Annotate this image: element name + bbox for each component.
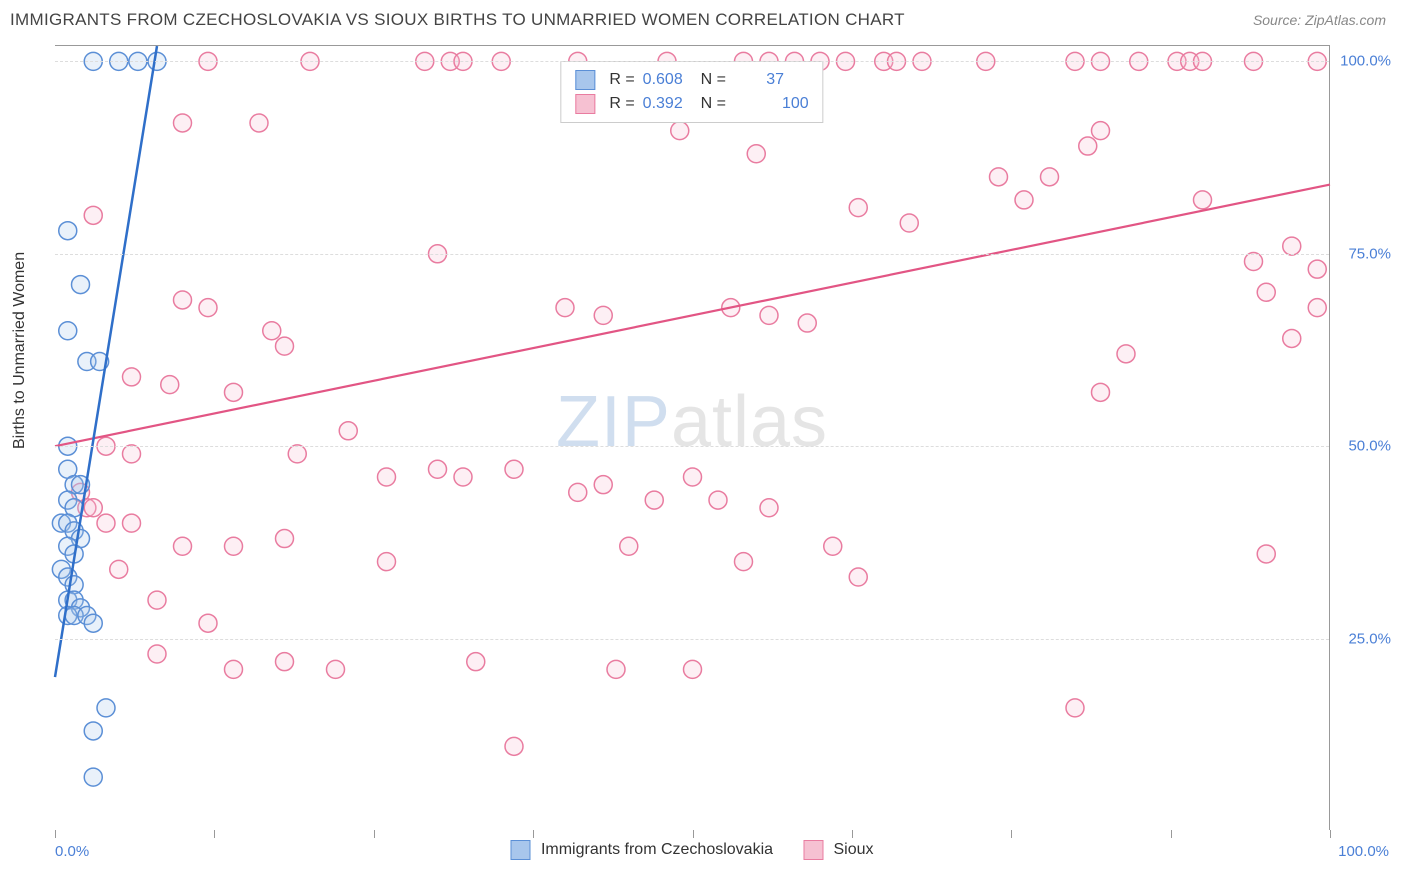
source-name: ZipAtlas.com — [1305, 12, 1386, 28]
r-value-pink: 0.392 — [643, 92, 693, 116]
legend-swatch-blue — [510, 840, 530, 860]
y-tick-label: 75.0% — [1348, 245, 1391, 262]
n-value-blue: 37 — [734, 68, 784, 92]
legend-swatch-pink — [575, 94, 595, 114]
y-axis-label: Births to Unmarried Women — [11, 252, 29, 449]
n-label: N = — [701, 68, 726, 92]
x-tick — [214, 830, 215, 838]
y-tick-label: 50.0% — [1348, 438, 1391, 455]
correlation-legend-row-pink: R = 0.392 N = 100 — [575, 92, 808, 116]
series-label-blue: Immigrants from Czechoslovakia — [541, 841, 773, 858]
r-value-blue: 0.608 — [643, 68, 693, 92]
x-tick — [1171, 830, 1172, 838]
y-tick-label: 100.0% — [1340, 53, 1391, 70]
chart-title: IMMIGRANTS FROM CZECHOSLOVAKIA VS SIOUX … — [10, 10, 905, 30]
x-tick — [374, 830, 375, 838]
source-prefix: Source: — [1253, 12, 1305, 28]
x-tick — [852, 830, 853, 838]
n-label: N = — [701, 92, 751, 116]
r-label: R = — [609, 68, 634, 92]
x-tick — [693, 830, 694, 838]
chart-plot-area: ZIPatlas R = 0.608 N = 37 R = 0.392 N = … — [55, 45, 1330, 830]
n-value-pink: 100 — [759, 92, 809, 116]
series-legend: Immigrants from Czechoslovakia Sioux — [510, 840, 873, 860]
r-label: R = — [609, 92, 634, 116]
scatter-svg — [55, 46, 1329, 830]
series-label-pink: Sioux — [833, 841, 873, 858]
legend-swatch-blue — [575, 70, 595, 90]
gridline — [55, 254, 1329, 255]
gridline — [55, 446, 1329, 447]
gridline — [55, 61, 1329, 62]
x-tick — [1011, 830, 1012, 838]
x-axis-min-label: 0.0% — [55, 843, 89, 860]
x-tick — [1330, 830, 1331, 838]
x-axis-max-label: 100.0% — [1338, 843, 1389, 860]
correlation-legend-row-blue: R = 0.608 N = 37 — [575, 68, 808, 92]
legend-swatch-pink — [803, 840, 823, 860]
x-tick — [55, 830, 56, 838]
correlation-legend: R = 0.608 N = 37 R = 0.392 N = 100 — [560, 61, 823, 123]
x-tick — [533, 830, 534, 838]
gridline — [55, 639, 1329, 640]
y-tick-label: 25.0% — [1348, 630, 1391, 647]
source-attribution: Source: ZipAtlas.com — [1253, 12, 1386, 28]
series-legend-item-pink: Sioux — [803, 840, 873, 860]
series-legend-item-blue: Immigrants from Czechoslovakia — [510, 840, 773, 860]
